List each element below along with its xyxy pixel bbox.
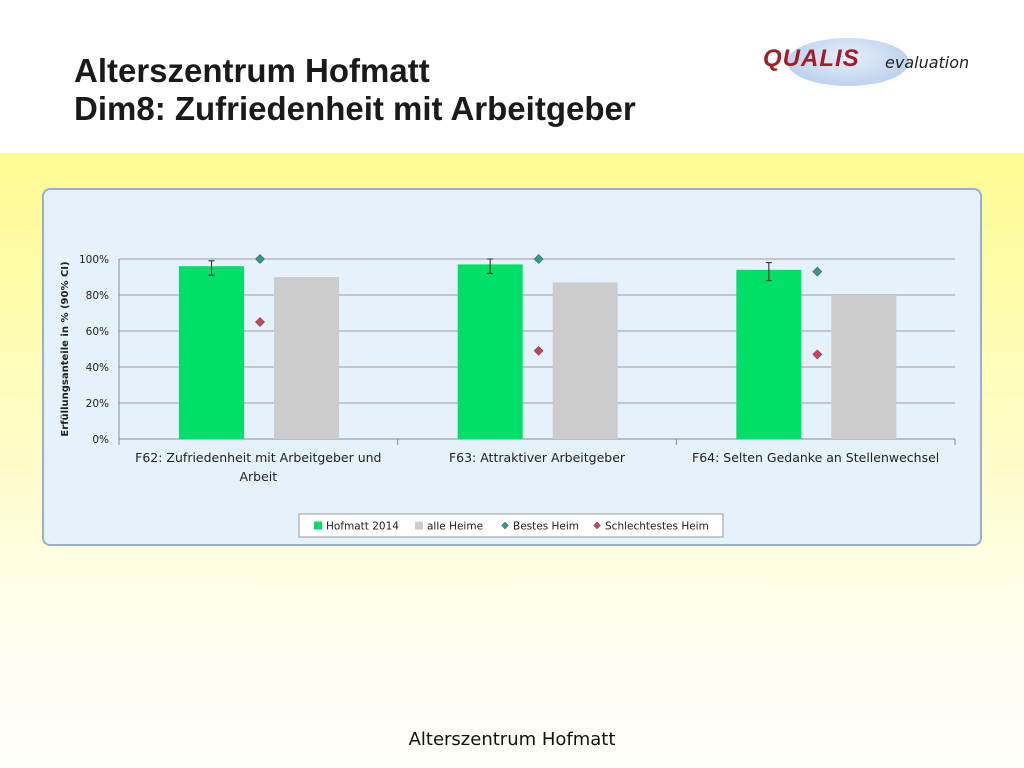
marker-schlechtestes-heim [533,345,544,356]
y-tick-label: 40% [86,362,109,374]
x-category-label: F63: Attraktiver Arbeitgeber [449,450,626,465]
legend-marker [593,521,601,530]
legend-label: Bestes Heim [513,521,579,533]
y-tick-label: 80% [86,290,109,302]
bar-hofmatt [736,269,802,439]
marker-bestes-heim [255,254,265,264]
y-tick-label: 0% [92,434,109,446]
x-category-label: F64: Selten Gedanke an Stellenwechsel [692,450,939,465]
x-category-label: F62: Zufriedenheit mit Arbeitgeber und [135,450,381,465]
bar-alle-heime [831,295,897,439]
y-axis-label: Erfüllungsanteile in % (90% CI) [60,261,71,436]
marker-bestes-heim [812,266,823,277]
y-tick-label: 100% [79,254,109,266]
y-tick-label: 60% [86,326,109,338]
legend-label: Hofmatt 2014 [326,521,399,533]
qualis-logo: QUALIS evaluation [759,38,981,88]
legend-box [298,513,724,538]
logo-brand: QUALIS [763,45,860,72]
bar-hofmatt [457,264,523,439]
x-category-label: Arbeit [239,469,277,484]
marker-schlechtestes-heim [812,349,823,360]
title-line-2: Dim8: Zufriedenheit mit Arbeitgeber [74,90,636,127]
y-tick-label: 20% [86,398,109,410]
legend-marker [501,521,509,530]
marker-bestes-heim [533,254,544,264]
page-title: Alterszentrum Hofmatt Dim8: Zufriedenhei… [74,52,636,128]
bar-alle-heime [552,282,618,439]
legend-swatch [314,521,322,530]
marker-schlechtestes-heim [255,317,265,327]
logo-ellipse [787,38,909,86]
logo-suffix: evaluation [885,53,970,72]
bar-alle-heime [274,277,339,439]
legend-swatch [415,521,423,530]
bar-hofmatt [179,266,244,439]
title-line-1: Alterszentrum Hofmatt [74,52,430,89]
legend-label: alle Heime [427,521,483,533]
footer-text: Alterszentrum Hofmatt [408,729,616,750]
legend-label: Schlechtestes Heim [605,521,709,533]
